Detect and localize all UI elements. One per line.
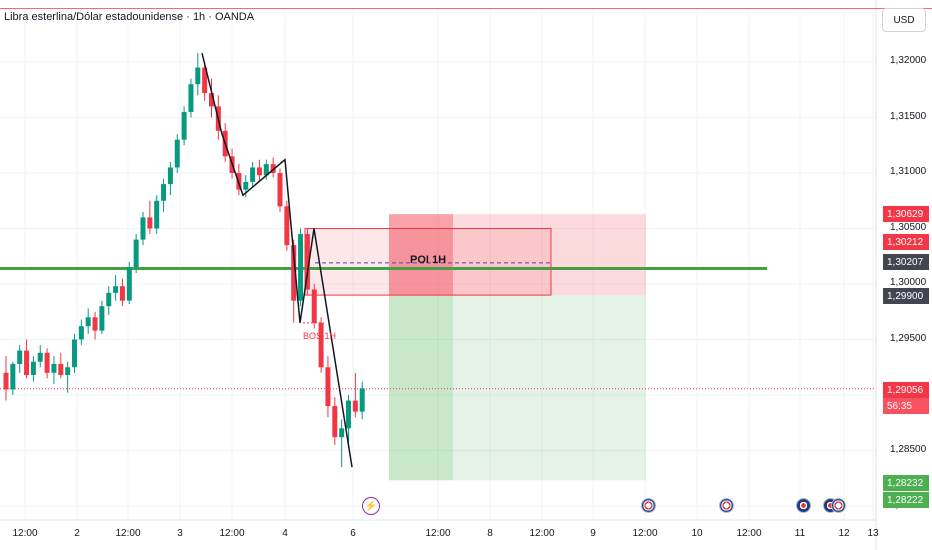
time-tick-label: 11 [794,528,806,539]
candle-body [113,286,119,293]
candle-body [359,388,365,412]
candle-body [291,245,297,301]
candle-body [126,267,132,301]
candle-body [339,428,345,438]
candle-body [154,200,160,229]
candle-body [10,363,16,390]
time-tick-label: 4 [282,528,288,539]
candle-body [78,326,84,340]
time-tick-label: 12:00 [632,528,658,539]
candle-body [133,239,139,268]
candle-body [30,361,36,376]
price-tick-label: 1,31000 [890,166,927,177]
target-zone-rect [389,295,646,481]
candle-body [106,292,112,307]
zigzag-line [201,52,353,468]
candle-body [65,367,71,376]
time-tick-label: 2 [74,528,80,539]
candle-body [209,93,214,107]
time-tick-label: 12:00 [115,528,141,539]
price-tick-label: 1,30000 [890,277,927,288]
stop-zone-rect-inner [389,214,453,296]
candle-body [352,400,358,412]
time-tick-label: 12:00 [529,528,555,539]
currency-button[interactable]: USD [882,8,926,32]
us-flag-event-icon[interactable] [641,498,656,513]
price-badge-target-2: 1,28222 [883,492,929,508]
stop-zone-rect [389,214,646,296]
time-tick-label: 12:00 [12,528,38,539]
poi-zone-rect [304,228,552,296]
candle-body [85,317,91,327]
candle-body [270,164,276,173]
candle-body [119,286,125,301]
time-tick-label: 9 [590,528,596,539]
time-tick-label: 13 [867,528,879,539]
symbol-title[interactable]: Libra esterlina/Dólar estadounidense · 1… [4,11,255,23]
candle-body [188,84,194,112]
candle-body [263,164,269,176]
candle-body [202,67,208,94]
top-border-line [0,8,932,9]
candle-body [58,363,64,376]
price-tick-label: 1,29500 [890,333,927,344]
time-tick-label: 12:00 [736,528,762,539]
lightning-event-icon[interactable]: ⚡ [362,497,380,515]
price-badge-target: 1,28232 [883,475,929,491]
candle-body [332,406,338,438]
candle-body [99,306,105,331]
candle-body [181,111,187,140]
target-zone-rect-inner [389,295,453,481]
uk-flag-event-icon[interactable] [796,498,811,513]
price-badge-zone-top: 1,30212 [883,234,929,250]
price-tick-label: 1,32000 [890,55,927,66]
candle-body [298,234,304,301]
price-tick-label: 1,30500 [890,222,927,233]
countdown-badge: 56:35 [883,398,929,414]
price-tick-label: 1,31500 [890,111,927,122]
candle-body [346,400,351,429]
us-flag-event-icon[interactable] [831,498,846,513]
candle-body [250,167,256,182]
candle-body [304,234,310,290]
time-tick-label: 8 [487,528,493,539]
candle-body [174,139,180,168]
time-tick-label: 12:00 [425,528,451,539]
candle-body [161,184,167,201]
candle-body [277,173,283,207]
time-tick-label: 6 [350,528,356,539]
poi-label[interactable]: POI 1H [410,254,447,266]
time-tick-label: 10 [691,528,703,539]
candle-body [140,217,146,240]
price-badge-last: 1,29056 [883,382,929,398]
candle-body [51,363,57,373]
candle-body [167,167,173,185]
price-badge-green-level: 1,30207 [883,254,929,270]
us-flag-event-icon[interactable] [719,498,734,513]
candle-body [72,339,77,368]
price-badge-entry: 1,29900 [883,288,929,304]
candle-body [311,289,317,323]
candle-body [44,352,50,373]
candle-body [17,350,23,364]
candle-body [325,367,331,407]
time-tick-label: 12 [838,528,850,539]
candle-body [24,350,30,376]
candle-body [195,67,201,85]
candle-body [243,181,249,190]
bos-label[interactable]: BOS 1H [303,331,337,341]
candle-body [256,167,262,176]
candle-body [3,372,9,390]
candle-body [284,206,290,246]
candle-body [92,317,98,331]
candle-body [37,352,43,362]
candle-body [318,322,324,368]
time-tick-label: 12:00 [219,528,245,539]
price-tick-label: 1,28500 [890,444,927,455]
price-badge-stop: 1,30629 [883,206,929,222]
candle-body [147,217,153,229]
time-tick-label: 3 [177,528,183,539]
